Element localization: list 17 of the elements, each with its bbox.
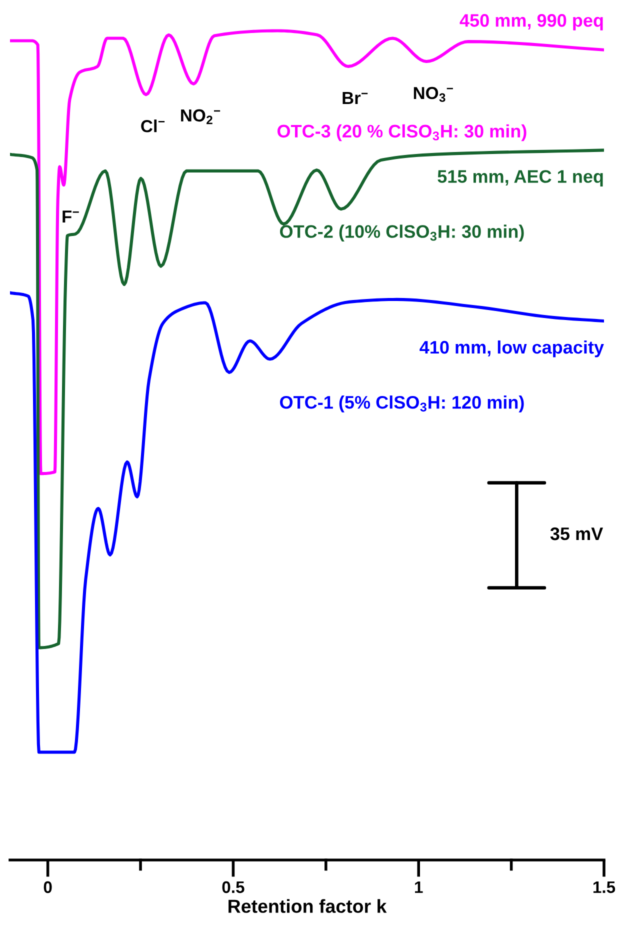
x-axis-title: Retention factor k xyxy=(228,899,387,913)
series-label: OTC-2 (10% ClSO$_{3}$H: 30 min) xyxy=(280,224,524,242)
annotation: NO$_{2}$$^{−}$ xyxy=(181,109,220,124)
annotation: 35 mV xyxy=(550,527,604,540)
text: OTC-1 (5% ClSO$_{3}$H: 120 min) xyxy=(280,395,524,412)
annotation: 410 mm, low capacity xyxy=(420,340,604,358)
annotation: 515 mm, AEC 1 neq xyxy=(438,170,603,186)
text: OTC-3 (20 % ClSO$_{3}$H: 30 min) xyxy=(277,124,526,142)
x-tick-label: 0 xyxy=(44,881,52,894)
x-tick-label: 1.5 xyxy=(593,881,616,894)
annotation: Br$^{−}$ xyxy=(342,92,368,104)
annotation: Cl$^{−}$ xyxy=(141,120,165,132)
annotation: NO$_{3}$$^{−}$ xyxy=(414,86,453,102)
annotation: F$^{−}$ xyxy=(62,210,79,223)
text: 450 mm, 990 peq xyxy=(460,14,603,30)
x-tick-label: 0.5 xyxy=(222,881,244,894)
x-tick-label: 1 xyxy=(415,881,423,893)
